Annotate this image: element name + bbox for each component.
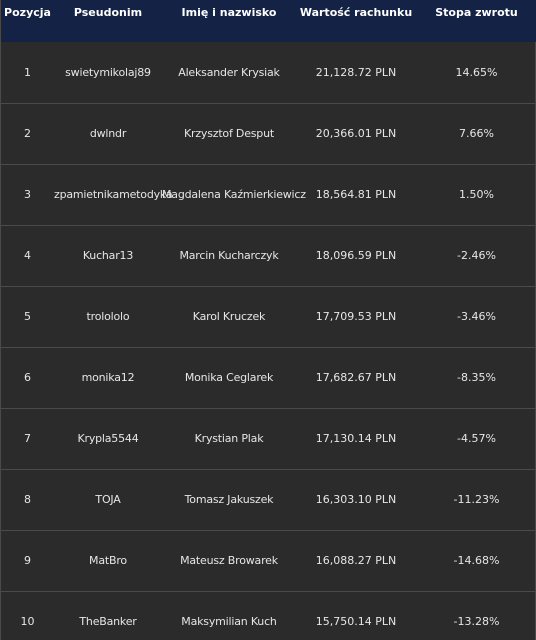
cell-return-rate: 7.66% [459, 127, 494, 140]
cell-full-name: Marcin Kucharczyk [179, 249, 279, 262]
table-row: 2 dwlndr Krzysztof Desput 20,366.01 PLN 7.66… [1, 103, 536, 164]
cell-position: 5 [24, 310, 31, 323]
cell-account-value: 20,366.01 PLN [315, 127, 397, 140]
cell-position: 6 [24, 371, 31, 384]
cell-account-value: 18,096.59 PLN [315, 249, 397, 262]
cell-full-name: Maksymilian Kuch [181, 615, 277, 629]
cell-return-rate: -3.46% [457, 310, 496, 323]
cell-nickname: trolololo [86, 310, 130, 323]
cell-return-rate: -4.57% [457, 432, 496, 445]
header-account-value[interactable]: Wartość rachunku [299, 6, 413, 19]
cell-full-name: Krystian Plak [194, 432, 264, 445]
cell-nickname: Krypla5544 [77, 432, 139, 445]
cell-account-value: 17,130.14 PLN [315, 432, 397, 445]
cell-full-name: Aleksander Krysiak [178, 65, 280, 79]
cell-nickname: TOJA [95, 493, 121, 506]
table-row: 5 trolololo Karol Kruczek 17,709.53 PLN -3.4… [1, 286, 536, 347]
cell-full-name: Tomasz Jakuszek [184, 493, 274, 506]
cell-nickname: dwlndr [89, 127, 127, 140]
cell-position: 7 [24, 432, 31, 445]
table-row: 8 TOJA Tomasz Jakuszek 16,303.10 PLN -11.23% [1, 469, 536, 530]
cell-return-rate: 14.65% [455, 65, 498, 79]
cell-return-rate: -13.28% [453, 615, 500, 629]
cell-account-value: 16,303.10 PLN [315, 493, 397, 506]
cell-account-value: 16,088.27 PLN [315, 554, 397, 567]
cell-position: 10 [20, 615, 35, 629]
cell-account-value: 17,682.67 PLN [315, 371, 397, 384]
table-row: 10 TheBanker Maksymilian Kuch 15,750.14 PLN… [1, 591, 536, 640]
cell-account-value: 15,750.14 PLN [315, 615, 397, 629]
cell-position: 9 [24, 554, 31, 567]
cell-account-value: 17,709.53 PLN [315, 310, 397, 323]
header-row: Pozycja Pseudonim Imię i nazwisko Wartoś… [1, 0, 536, 42]
table-row: 9 MatBro Mateusz Browarek 16,088.27 PLN -14.… [1, 530, 536, 591]
cell-return-rate: -14.68% [453, 554, 500, 567]
table-row: 7 Krypla5544 Krystian Plak 17,130.14 PLN -4.… [1, 408, 536, 469]
table-body: 1 swietymikolaj89 Aleksander Krysiak 21,128… [1, 42, 536, 640]
table-row: 3 zpamietnikametodyka Magdalena Kaźmierkie… [1, 164, 536, 225]
header-nickname[interactable]: Pseudonim [73, 6, 143, 19]
cell-full-name: Magdalena Kaźmierkiewicz [162, 188, 306, 201]
cell-return-rate: -11.23% [453, 493, 500, 506]
header-full-name[interactable]: Imię i nazwisko [181, 6, 277, 19]
cell-return-rate: -8.35% [457, 371, 496, 384]
cell-account-value: 21,128.72 PLN [315, 65, 397, 79]
cell-return-rate: 1.50% [459, 188, 494, 201]
cell-account-value: 18,564.81 PLN [315, 188, 397, 201]
cell-return-rate: -2.46% [457, 249, 496, 262]
cell-nickname: monika12 [81, 371, 135, 384]
cell-full-name: Karol Kruczek [192, 310, 266, 323]
cell-full-name: Mateusz Browarek [180, 554, 278, 567]
cell-position: 8 [24, 493, 31, 506]
header-return-rate[interactable]: Stopa zwrotu [435, 6, 518, 19]
table-row: 4 Kuchar13 Marcin Kucharczyk 18,096.59 PLN -… [1, 225, 536, 286]
cell-nickname: zpamietnikametodyka [54, 188, 173, 201]
table-row: 1 swietymikolaj89 Aleksander Krysiak 21,128… [1, 42, 536, 103]
cell-position: 1 [24, 65, 31, 79]
cell-nickname: swietymikolaj89 [65, 65, 151, 79]
cell-full-name: Monika Ceglarek [184, 371, 274, 384]
table-row: 6 monika12 Monika Ceglarek 17,682.67 PLN -8.… [1, 347, 536, 408]
cell-full-name: Krzysztof Desput [184, 127, 274, 140]
cell-position: 2 [24, 127, 31, 140]
cell-nickname: MatBro [89, 554, 127, 567]
cell-position: 3 [24, 188, 31, 201]
table-header: Pozycja Pseudonim Imię i nazwisko Wartoś… [1, 0, 536, 42]
cell-nickname: TheBanker [79, 615, 137, 629]
header-position[interactable]: Pozycja [4, 6, 51, 19]
cell-position: 4 [24, 249, 31, 262]
cell-nickname: Kuchar13 [82, 249, 134, 262]
